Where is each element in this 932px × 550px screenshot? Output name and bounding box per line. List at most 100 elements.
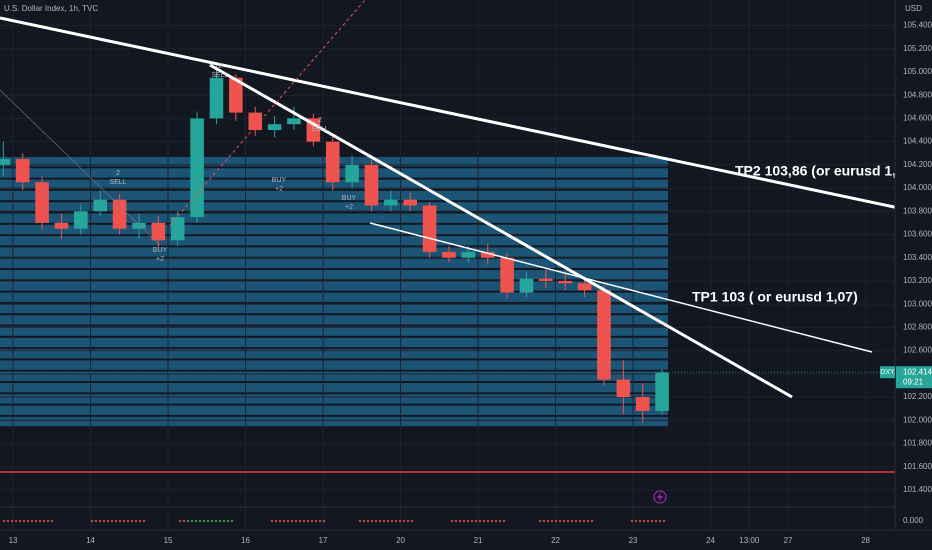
indicator-dot <box>218 519 222 523</box>
candle-body <box>403 199 418 206</box>
indicator-dot <box>562 519 566 523</box>
indicator-dot <box>94 519 98 523</box>
candle-body <box>35 182 49 223</box>
indicator-dot <box>130 519 134 523</box>
candle-body <box>190 118 204 218</box>
indicator-dot <box>42 519 46 523</box>
signal-label: +2 <box>275 186 283 193</box>
zone-band <box>0 371 668 381</box>
y-tick-label: 102.800 <box>903 322 932 331</box>
candle-body <box>558 280 573 284</box>
indicator-dot <box>142 519 146 523</box>
drawings <box>0 0 932 399</box>
indicator-dot <box>230 519 234 523</box>
indicator-dot <box>22 519 26 523</box>
indicator-dot <box>538 519 542 523</box>
indicator-dot <box>318 519 322 523</box>
candle-body <box>461 251 476 258</box>
candle-body <box>500 257 514 293</box>
x-tick-label: 28 <box>861 536 870 545</box>
indicator-dot <box>450 519 454 523</box>
candle-body <box>422 205 437 252</box>
zone-band <box>0 416 668 427</box>
indicator-dot <box>458 519 462 523</box>
y-tick-label: 105.400 <box>903 21 932 30</box>
indicator-dot <box>574 519 578 523</box>
labels: TP2 103,86 (or eurusd 1,06) TP1 103 ( or… <box>109 63 916 305</box>
indicator-dot <box>222 519 226 523</box>
event-icon[interactable] <box>653 490 667 504</box>
indicator-dot <box>394 519 398 523</box>
indicator-dot <box>550 519 554 523</box>
indicator-dot <box>214 519 218 523</box>
indicator-dot <box>374 519 378 523</box>
indicator-dot <box>470 519 474 523</box>
candle-body <box>132 222 146 229</box>
indicator-dot <box>294 519 298 523</box>
indicator-dot <box>406 519 410 523</box>
y-tick-label: 104.800 <box>903 90 932 99</box>
indicator-dot <box>138 519 142 523</box>
candle-body <box>325 141 340 183</box>
indicator-dot <box>322 519 326 523</box>
x-tick-label: 23 <box>629 536 638 545</box>
y-tick-label: 101.400 <box>903 485 932 494</box>
candles <box>0 62 669 423</box>
y-tick-label: 101.600 <box>903 462 932 471</box>
candle-body <box>0 159 11 165</box>
indicator-dot <box>210 519 214 523</box>
indicator-dot <box>402 519 406 523</box>
candle-body <box>364 164 379 206</box>
y-tick-label: 103.200 <box>903 276 932 285</box>
indicator-dot <box>410 519 414 523</box>
indicator-dot <box>122 519 126 523</box>
indicator-dot <box>462 519 466 523</box>
signal-label: +2 <box>345 204 353 211</box>
zone-band <box>0 337 668 348</box>
indicator-dot <box>646 519 650 523</box>
indicator-dot <box>570 519 574 523</box>
chart-title: U.S. Dollar Index, 1h, TVC <box>4 4 98 13</box>
indicator-dot <box>182 519 186 523</box>
indicator-dot <box>282 519 286 523</box>
indicator-dot <box>370 519 374 523</box>
indicator-dot <box>474 519 478 523</box>
indicator-dot <box>90 519 94 523</box>
y-tick-label: 104.000 <box>903 183 932 192</box>
indicator-dot <box>26 519 30 523</box>
annotation: TP1 103 ( or eurusd 1,07) <box>692 289 858 305</box>
candle-body <box>267 124 282 131</box>
zone-band <box>0 224 668 235</box>
zone-band <box>0 292 668 302</box>
zone-band <box>0 349 668 359</box>
symbol-tag-text: DXY <box>880 369 895 376</box>
indicator-dot <box>466 519 470 523</box>
candle-body <box>597 290 611 380</box>
indicator-dot <box>490 519 494 523</box>
indicator-dot <box>586 519 590 523</box>
indicator-dot <box>486 519 490 523</box>
candle-body <box>616 379 631 398</box>
indicator-dot <box>454 519 458 523</box>
indicator-dot <box>554 519 558 523</box>
indicator-dot <box>286 519 290 523</box>
signal-label: 2 <box>218 63 222 70</box>
x-tick-label: 17 <box>319 536 328 545</box>
candle-body <box>480 251 495 258</box>
indicator-dot <box>198 519 202 523</box>
indicator-dot <box>642 519 646 523</box>
indicator-dot <box>202 519 206 523</box>
indicator-dot <box>206 519 210 523</box>
candle-body <box>229 77 243 113</box>
indicator-dot <box>310 519 314 523</box>
signal-label: BUY <box>272 177 287 184</box>
indicator-dot <box>366 519 370 523</box>
x-tick-label: 21 <box>474 536 483 545</box>
trend-line <box>369 222 873 353</box>
indicator-dot <box>278 519 282 523</box>
indicator-dot <box>302 519 306 523</box>
signal-label: SELL <box>211 72 228 79</box>
indicator-dot <box>6 519 10 523</box>
zone-band <box>0 247 668 257</box>
y-tick-label: 104.600 <box>903 114 932 123</box>
